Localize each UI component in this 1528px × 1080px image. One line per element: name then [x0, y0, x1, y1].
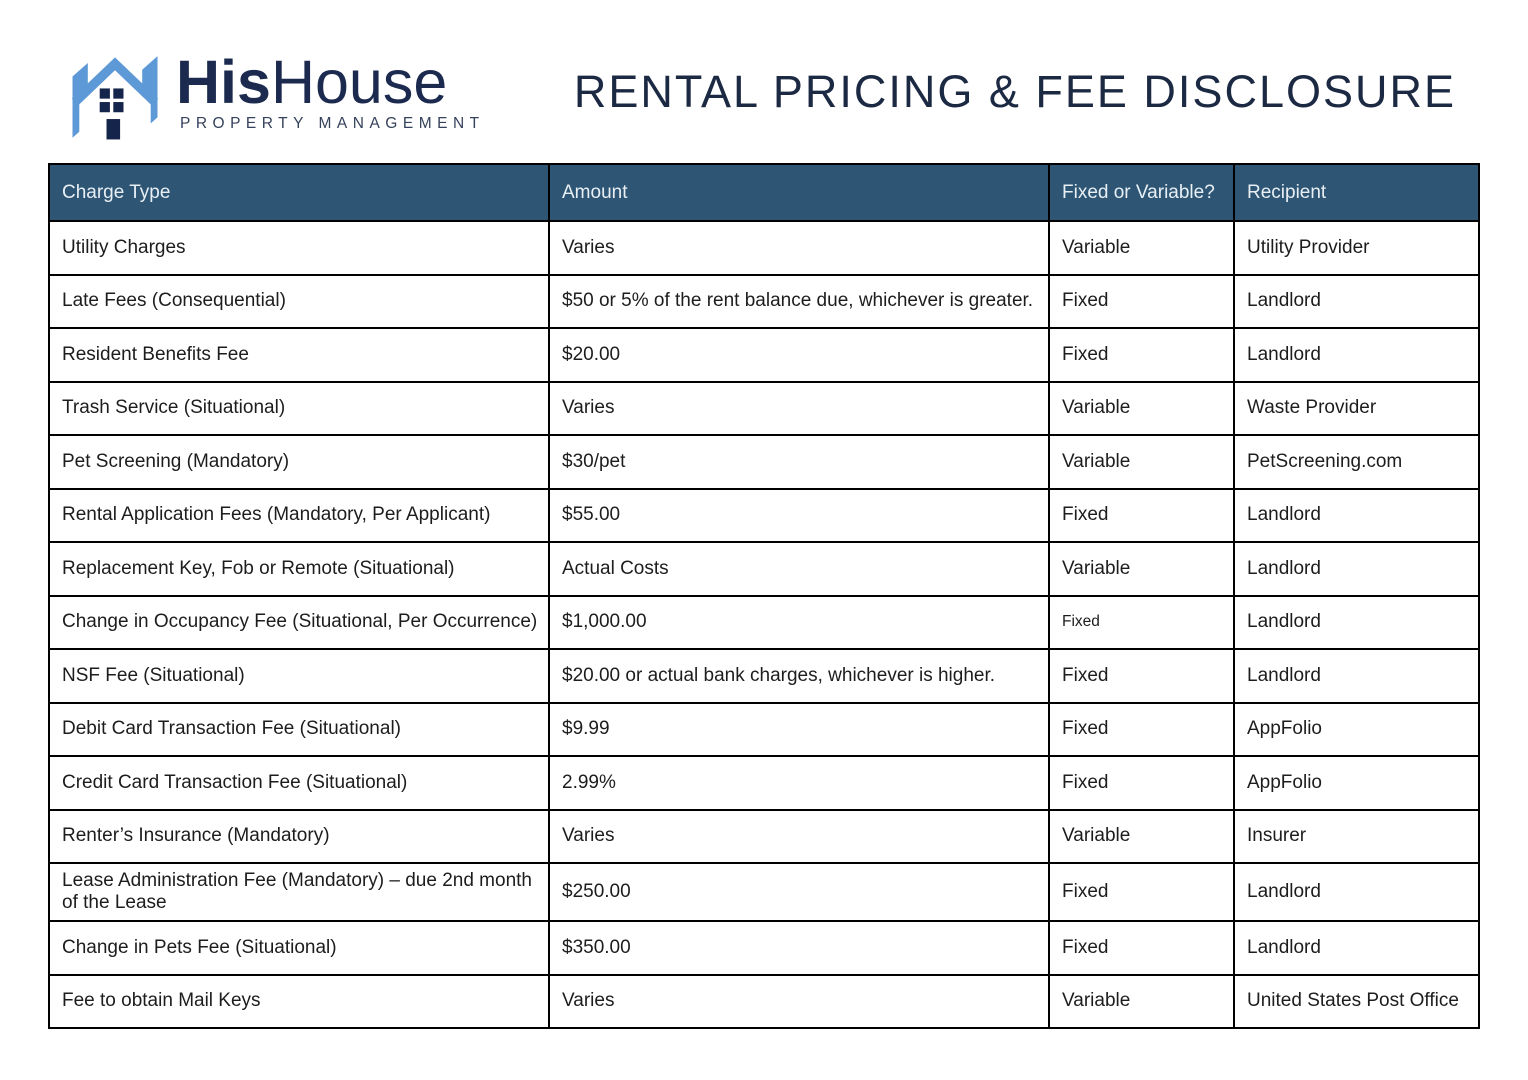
house-h-icon	[71, 56, 159, 140]
recipient-cell: Landlord	[1233, 327, 1480, 383]
fixed-variable-cell: Fixed	[1048, 594, 1235, 650]
fixed-variable-cell: Fixed	[1048, 487, 1235, 543]
brand-name: HisHouse	[176, 52, 485, 113]
recipient-cell: Landlord	[1233, 594, 1480, 650]
table-row: Trash Service (Situational) Varies Variabl…	[48, 380, 1480, 436]
table-row: Late Fees (Consequential) $50 or 5% of th…	[48, 273, 1480, 329]
table-row: Replacement Key, Fob or Remote (Situatio…	[48, 541, 1480, 597]
header-charge-type: Charge Type	[48, 163, 550, 222]
fee-table-container: Charge Type Amount Fixed or Variable? Re…	[48, 163, 1480, 1029]
charge-type-cell: Replacement Key, Fob or Remote (Situatio…	[48, 541, 550, 597]
table-row: Debit Card Transaction Fee (Situational)…	[48, 701, 1480, 757]
amount-cell: Varies	[548, 380, 1050, 436]
amount-cell: Varies	[548, 220, 1050, 276]
fee-table-head: Charge Type Amount Fixed or Variable? Re…	[48, 163, 1480, 222]
amount-cell: Varies	[548, 973, 1050, 1029]
recipient-cell: Utility Provider	[1233, 220, 1480, 276]
fixed-variable-cell: Variable	[1048, 973, 1235, 1029]
amount-cell: $1,000.00	[548, 594, 1050, 650]
fee-table-body: Utility Charges Varies Variable Utility Pro…	[48, 220, 1480, 1029]
header-fixed-variable: Fixed or Variable?	[1048, 163, 1235, 222]
recipient-cell: Landlord	[1233, 920, 1480, 976]
recipient-cell: Insurer	[1233, 808, 1480, 864]
amount-cell: $20.00	[548, 327, 1050, 383]
charge-type-cell: Utility Charges	[48, 220, 550, 276]
charge-type-cell: Change in Occupancy Fee (Situational, Pe…	[48, 594, 550, 650]
amount-cell: $20.00 or actual bank charges, whichever…	[548, 648, 1050, 704]
table-row: Renter’s Insurance (Mandatory) Varies Vari…	[48, 808, 1480, 864]
header-amount: Amount	[548, 163, 1050, 222]
fixed-variable-cell: Fixed	[1048, 648, 1235, 704]
table-row: Lease Administration Fee (Mandatory) – d…	[48, 862, 1480, 922]
amount-cell: Actual Costs	[548, 541, 1050, 597]
header-row: Charge Type Amount Fixed or Variable? Re…	[48, 163, 1480, 222]
table-row: Pet Screening (Mandatory) $30/pet Variable…	[48, 434, 1480, 490]
fixed-variable-cell: Variable	[1048, 220, 1235, 276]
masthead: HisHouse PROPERTY MANAGEMENT RENTAL PRIC…	[0, 0, 1528, 160]
fixed-variable-cell: Fixed	[1048, 755, 1235, 811]
table-row: Rental Application Fees (Mandatory, Per …	[48, 487, 1480, 543]
fixed-variable-cell: Fixed	[1048, 862, 1235, 922]
recipient-cell: Landlord	[1233, 648, 1480, 704]
amount-cell: 2.99%	[548, 755, 1050, 811]
charge-type-cell: Late Fees (Consequential)	[48, 273, 550, 329]
charge-type-cell: Debit Card Transaction Fee (Situational)	[48, 701, 550, 757]
charge-type-cell: Credit Card Transaction Fee (Situational…	[48, 755, 550, 811]
fixed-variable-cell: Variable	[1048, 380, 1235, 436]
charge-type-cell: Lease Administration Fee (Mandatory) – d…	[48, 862, 550, 922]
amount-cell: $55.00	[548, 487, 1050, 543]
brand-name-light: House	[270, 48, 448, 116]
recipient-cell: United States Post Office	[1233, 973, 1480, 1029]
table-row: Resident Benefits Fee $20.00 Fixed Landlord	[48, 327, 1480, 383]
amount-cell: $350.00	[548, 920, 1050, 976]
recipient-cell: Landlord	[1233, 541, 1480, 597]
brand-tagline: PROPERTY MANAGEMENT	[180, 115, 485, 132]
recipient-cell: Landlord	[1233, 862, 1480, 922]
fixed-variable-cell: Fixed	[1048, 273, 1235, 329]
charge-type-cell: Trash Service (Situational)	[48, 380, 550, 436]
brand-name-bold: His	[176, 48, 271, 116]
table-row: NSF Fee (Situational) $20.00 or actual ba…	[48, 648, 1480, 704]
page-title: RENTAL PRICING & FEE DISCLOSURE	[573, 66, 1456, 117]
fixed-variable-cell: Variable	[1048, 808, 1235, 864]
fixed-variable-cell: Fixed	[1048, 327, 1235, 383]
fixed-variable-cell: Fixed	[1048, 920, 1235, 976]
recipient-cell: PetScreening.com	[1233, 434, 1480, 490]
charge-type-cell: Resident Benefits Fee	[48, 327, 550, 383]
charge-type-cell: Fee to obtain Mail Keys	[48, 973, 550, 1029]
amount-cell: $250.00	[548, 862, 1050, 922]
amount-cell: $30/pet	[548, 434, 1050, 490]
fee-table: Charge Type Amount Fixed or Variable? Re…	[48, 163, 1480, 1029]
fixed-variable-cell: Variable	[1048, 541, 1235, 597]
recipient-cell: AppFolio	[1233, 701, 1480, 757]
recipient-cell: Waste Provider	[1233, 380, 1480, 436]
charge-type-cell: NSF Fee (Situational)	[48, 648, 550, 704]
charge-type-cell: Renter’s Insurance (Mandatory)	[48, 808, 550, 864]
charge-type-cell: Pet Screening (Mandatory)	[48, 434, 550, 490]
logo-text: HisHouse PROPERTY MANAGEMENT	[176, 40, 485, 133]
logo: HisHouse PROPERTY MANAGEMENT	[64, 40, 485, 142]
recipient-cell: Landlord	[1233, 487, 1480, 543]
fixed-variable-cell: Fixed	[1048, 701, 1235, 757]
recipient-cell: AppFolio	[1233, 755, 1480, 811]
fixed-variable-cell: Variable	[1048, 434, 1235, 490]
amount-cell: $9.99	[548, 701, 1050, 757]
charge-type-cell: Rental Application Fees (Mandatory, Per …	[48, 487, 550, 543]
amount-cell: $50 or 5% of the rent balance due, which…	[548, 273, 1050, 329]
amount-cell: Varies	[548, 808, 1050, 864]
table-row: Change in Pets Fee (Situational) $350.00 F…	[48, 920, 1480, 976]
header-recipient: Recipient	[1233, 163, 1480, 222]
recipient-cell: Landlord	[1233, 273, 1480, 329]
charge-type-cell: Change in Pets Fee (Situational)	[48, 920, 550, 976]
table-row: Change in Occupancy Fee (Situational, Pe…	[48, 594, 1480, 650]
table-row: Credit Card Transaction Fee (Situational…	[48, 755, 1480, 811]
table-row: Utility Charges Varies Variable Utility Pro…	[48, 220, 1480, 276]
table-row: Fee to obtain Mail Keys Varies Variable Uni…	[48, 973, 1480, 1029]
